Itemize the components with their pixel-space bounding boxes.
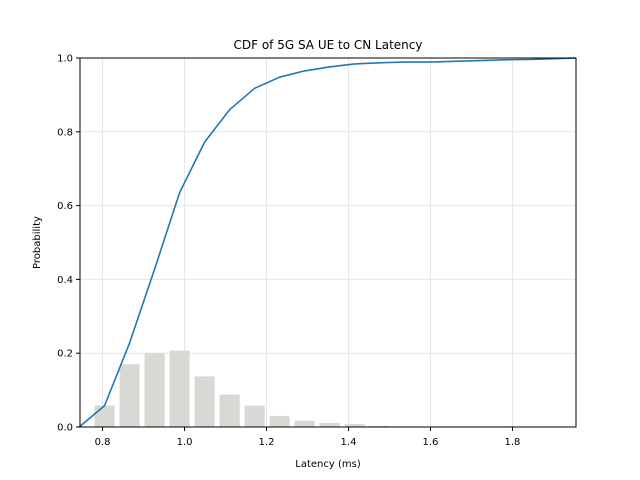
y-tick-label: 0.2: [57, 349, 73, 360]
histogram-bar: [119, 364, 140, 427]
y-tick-label: 0.0: [57, 423, 73, 434]
y-tick-label: 0.6: [57, 201, 73, 212]
y-axis-ticks: 0.0 0.2 0.4 0.6 0.8 1.0: [57, 54, 80, 434]
x-tick-label: 1.6: [423, 437, 439, 448]
x-tick-label: 1.8: [505, 437, 521, 448]
histogram-bars: [94, 350, 565, 427]
chart-title: CDF of 5G SA UE to CN Latency: [234, 38, 423, 52]
x-tick-label: 1.4: [341, 437, 357, 448]
histogram-bar: [244, 405, 265, 427]
histogram-bar: [369, 425, 390, 427]
x-tick-label: 0.8: [95, 437, 111, 448]
histogram-bar: [344, 424, 365, 427]
y-tick-label: 0.8: [57, 127, 73, 138]
histogram-bar: [144, 353, 165, 427]
y-axis-label: Probability: [32, 216, 43, 269]
histogram-bar: [319, 422, 340, 427]
histogram-bar: [169, 350, 190, 427]
x-axis-ticks: 0.8 1.0 1.2 1.4 1.6 1.8: [95, 427, 521, 448]
histogram-bar: [219, 394, 240, 427]
histogram-bar: [94, 405, 115, 427]
histogram-bar: [269, 415, 290, 427]
cdf-line-layer: [78, 57, 577, 428]
histogram-bar: [194, 376, 215, 427]
histogram-bar: [294, 420, 315, 427]
cdf-line: [78, 57, 577, 428]
y-tick-label: 0.4: [57, 275, 73, 286]
x-tick-label: 1.2: [259, 437, 275, 448]
x-tick-label: 1.0: [177, 437, 193, 448]
plot-frame: [79, 57, 577, 428]
x-axis-label: Latency (ms): [295, 459, 361, 470]
y-tick-label: 1.0: [57, 54, 73, 65]
